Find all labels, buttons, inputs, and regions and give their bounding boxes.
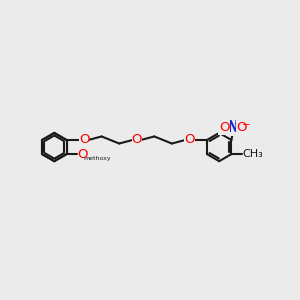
Text: CH₃: CH₃ bbox=[243, 149, 263, 159]
Text: O: O bbox=[219, 121, 229, 134]
Text: O: O bbox=[236, 121, 247, 134]
Text: O: O bbox=[184, 134, 195, 146]
Text: O: O bbox=[78, 148, 88, 160]
Text: +: + bbox=[233, 119, 241, 128]
Text: N: N bbox=[227, 120, 239, 135]
Text: −: − bbox=[242, 120, 251, 130]
Text: methoxy: methoxy bbox=[83, 156, 111, 161]
Text: O: O bbox=[79, 134, 89, 146]
Text: O: O bbox=[131, 134, 142, 146]
